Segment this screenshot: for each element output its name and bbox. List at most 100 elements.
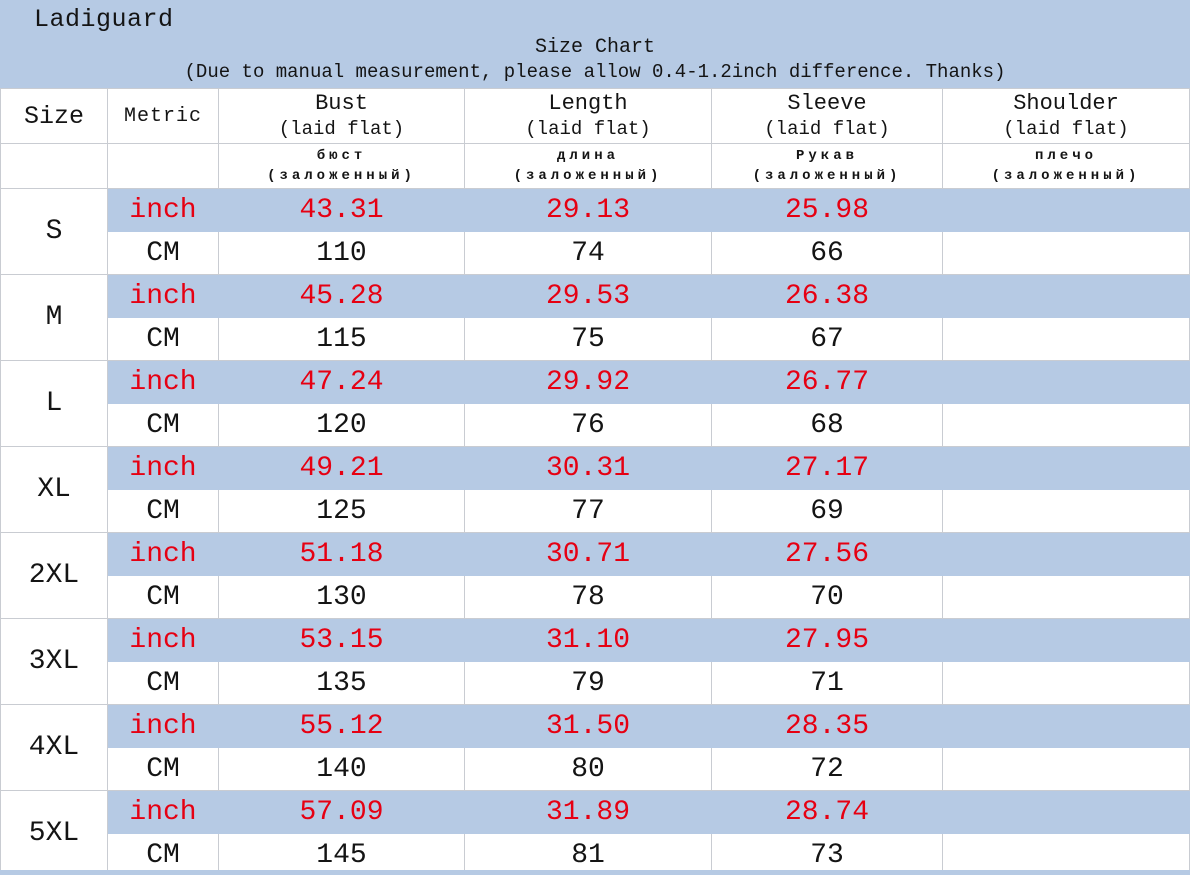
value-cell: 125 xyxy=(219,490,465,533)
value-cell xyxy=(943,662,1190,705)
unit-cm-cell: CM xyxy=(108,318,219,361)
column-header-row: Size Metric Bust (laid flat) Length (lai… xyxy=(0,88,1190,144)
table-row-3xl-cm: CM 135 79 71 xyxy=(0,662,1190,705)
unit-inch-cell: inch xyxy=(108,791,219,834)
table-row-5xl-inch: 5XL inch 57.09 31.89 28.74 xyxy=(0,791,1190,875)
chart-title: Size Chart xyxy=(534,36,656,59)
col-header-sleeve-label: Sleeve xyxy=(787,91,867,116)
table-row-xl-inch: XL inch 49.21 30.31 27.17 xyxy=(0,447,1190,533)
value-cell: 43.31 xyxy=(219,189,465,232)
unit-cm-cell: CM xyxy=(108,404,219,447)
col-header-length: Length (laid flat) xyxy=(465,88,712,144)
value-cell: 27.95 xyxy=(712,619,943,662)
value-cell xyxy=(943,490,1190,533)
size-cell: 2XL xyxy=(0,533,108,619)
value-cell xyxy=(943,318,1190,361)
size-cell: M xyxy=(0,275,108,361)
unit-cm-cell: CM xyxy=(108,748,219,791)
table-row-s-inch: S inch 43.31 29.13 25.98 xyxy=(0,189,1190,275)
unit-cm-cell: CM xyxy=(108,490,219,533)
unit-cm-cell: CM xyxy=(108,662,219,705)
value-cell: 80 xyxy=(465,748,712,791)
ru-bust-note: (заложенный) xyxy=(267,168,416,184)
value-cell xyxy=(943,748,1190,791)
value-cell: 45.28 xyxy=(219,275,465,318)
col-subheader-ru-sleeve: Рукав (заложенный) xyxy=(712,144,943,189)
value-cell: 55.12 xyxy=(219,705,465,748)
value-cell: 31.10 xyxy=(465,619,712,662)
col-subheader-size-empty xyxy=(0,144,108,189)
value-cell xyxy=(943,834,1190,875)
value-cell: 68 xyxy=(712,404,943,447)
value-cell: 72 xyxy=(712,748,943,791)
table-row-2xl-cm: CM 130 78 70 xyxy=(0,576,1190,619)
size-cell: 5XL xyxy=(0,791,108,875)
col-header-sleeve-note: (laid flat) xyxy=(764,118,890,140)
unit-inch-cell: inch xyxy=(108,275,219,318)
ru-shoulder-label: плечо xyxy=(1034,148,1097,164)
value-cell: 29.13 xyxy=(465,189,712,232)
value-cell: 76 xyxy=(465,404,712,447)
table-row-s-cm: CM 110 74 66 xyxy=(0,232,1190,275)
ru-bust-label: бюст xyxy=(316,148,367,164)
table-row-2xl-inch: 2XL inch 51.18 30.71 27.56 xyxy=(0,533,1190,619)
value-cell: 67 xyxy=(712,318,943,361)
value-cell xyxy=(943,232,1190,275)
value-cell: 79 xyxy=(465,662,712,705)
value-cell: 26.38 xyxy=(712,275,943,318)
table-row-5xl-cm: CM 145 81 73 xyxy=(0,834,1190,875)
value-cell: 77 xyxy=(465,490,712,533)
value-cell: 27.56 xyxy=(712,533,943,576)
header-band: Ladiguard Size Chart (Due to manual meas… xyxy=(0,0,1190,88)
col-header-bust: Bust (laid flat) xyxy=(219,88,465,144)
value-cell xyxy=(943,619,1190,662)
col-subheader-ru-length: длина (заложенный) xyxy=(465,144,712,189)
col-header-shoulder: Shoulder (laid flat) xyxy=(943,88,1190,144)
col-header-metric: Metric xyxy=(108,88,219,144)
unit-inch-cell: inch xyxy=(108,189,219,232)
table-row-l-inch: L inch 47.24 29.92 26.77 xyxy=(0,361,1190,447)
col-subheader-ru-bust: бюст (заложенный) xyxy=(219,144,465,189)
value-cell xyxy=(943,705,1190,748)
value-cell: 78 xyxy=(465,576,712,619)
col-header-length-note: (laid flat) xyxy=(525,118,651,140)
value-cell: 29.53 xyxy=(465,275,712,318)
value-cell: 75 xyxy=(465,318,712,361)
col-subheader-ru-shoulder: плечо (заложенный) xyxy=(943,144,1190,189)
col-header-shoulder-label: Shoulder xyxy=(1013,91,1119,116)
ru-shoulder-note: (заложенный) xyxy=(991,168,1141,184)
value-cell: 30.71 xyxy=(465,533,712,576)
unit-cm-cell: CM xyxy=(108,232,219,275)
size-cell: 4XL xyxy=(0,705,108,791)
unit-cm-cell: CM xyxy=(108,834,219,875)
value-cell: 135 xyxy=(219,662,465,705)
value-cell: 47.24 xyxy=(219,361,465,404)
value-cell: 26.77 xyxy=(712,361,943,404)
value-cell: 120 xyxy=(219,404,465,447)
col-header-size: Size xyxy=(0,88,108,144)
ru-sleeve-label: Рукав xyxy=(795,148,858,164)
unit-inch-cell: inch xyxy=(108,533,219,576)
value-cell: 53.15 xyxy=(219,619,465,662)
value-cell: 140 xyxy=(219,748,465,791)
value-cell: 115 xyxy=(219,318,465,361)
size-cell: 3XL xyxy=(0,619,108,705)
value-cell xyxy=(943,189,1190,232)
column-subheader-row: бюст (заложенный) длина (заложенный) Рук… xyxy=(0,144,1190,189)
size-cell: XL xyxy=(0,447,108,533)
value-cell: 31.89 xyxy=(465,791,712,834)
ru-sleeve-note: (заложенный) xyxy=(752,168,902,184)
table-row-3xl-inch: 3XL inch 53.15 31.10 27.95 xyxy=(0,619,1190,705)
value-cell xyxy=(943,791,1190,834)
measurement-disclaimer: (Due to manual measurement, please allow… xyxy=(184,61,1006,83)
value-cell: 30.31 xyxy=(465,447,712,490)
table-row-l-cm: CM 120 76 68 xyxy=(0,404,1190,447)
size-cell: L xyxy=(0,361,108,447)
value-cell: 28.74 xyxy=(712,791,943,834)
col-header-bust-label: Bust xyxy=(315,91,368,116)
value-cell: 57.09 xyxy=(219,791,465,834)
value-cell: 73 xyxy=(712,834,943,875)
unit-inch-cell: inch xyxy=(108,447,219,490)
unit-inch-cell: inch xyxy=(108,619,219,662)
